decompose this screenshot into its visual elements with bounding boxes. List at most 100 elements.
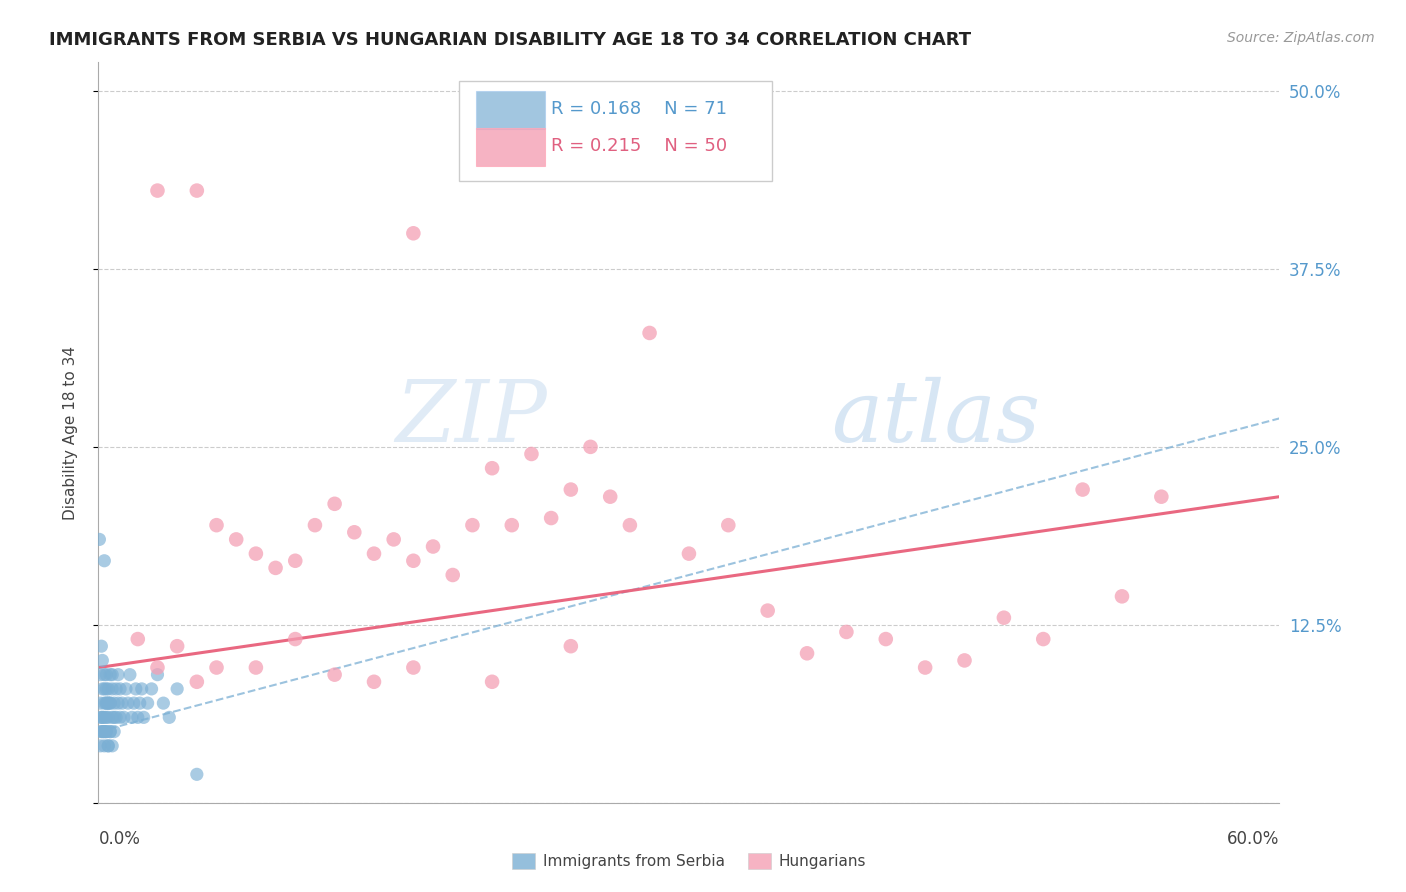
Point (98, 724, 121, 739)
Point (105, 710, 128, 724)
Point (136, 696, 159, 710)
Point (501, 518, 523, 533)
Point (121, 710, 143, 724)
Point (91, 653, 114, 667)
Point (579, 440, 602, 454)
Point (93, 710, 115, 724)
Point (90, 639, 112, 653)
Point (118, 667, 141, 681)
Point (993, 610, 1015, 624)
Point (146, 660, 169, 674)
Point (284, 554, 307, 568)
Point (422, 540, 444, 554)
Point (481, 461, 503, 475)
Point (402, 227, 425, 241)
Text: 60.0%: 60.0% (1227, 830, 1279, 847)
Point (560, 483, 582, 497)
Point (225, 533, 247, 547)
Point (323, 497, 346, 511)
Point (520, 447, 543, 461)
Text: IMMIGRANTS FROM SERBIA VS HUNGARIAN DISABILITY AGE 18 TO 34 CORRELATION CHART: IMMIGRANTS FROM SERBIA VS HUNGARIAN DISA… (49, 31, 972, 49)
Point (146, 667, 169, 681)
Point (96, 710, 118, 724)
Point (141, 681, 163, 696)
Point (93, 739, 115, 753)
Point (131, 681, 153, 696)
Point (166, 681, 188, 696)
Point (97, 681, 120, 696)
Point (101, 710, 124, 724)
Point (91, 710, 114, 724)
Point (264, 561, 287, 575)
Point (619, 518, 641, 533)
Point (481, 674, 503, 689)
Point (103, 724, 125, 739)
Point (835, 624, 858, 639)
Point (93, 696, 115, 710)
Point (122, 696, 145, 710)
Point (560, 639, 582, 653)
Point (97, 710, 120, 724)
Point (125, 681, 148, 696)
Point (97, 696, 120, 710)
Point (103, 710, 125, 724)
Point (363, 674, 385, 689)
Point (96, 724, 118, 739)
Point (96, 667, 118, 681)
Point (89, 667, 111, 681)
Point (146, 184, 169, 198)
Point (157, 710, 180, 724)
Point (96, 681, 118, 696)
Point (284, 632, 307, 646)
Point (98, 724, 121, 739)
Point (117, 696, 139, 710)
Point (245, 660, 267, 674)
Point (127, 632, 149, 646)
Point (115, 681, 138, 696)
Point (112, 710, 135, 724)
Point (93, 681, 115, 696)
Point (638, 326, 661, 340)
Point (132, 710, 155, 724)
Point (875, 632, 897, 646)
Point (953, 653, 976, 667)
Point (93, 667, 115, 681)
Point (98, 696, 121, 710)
Point (98, 667, 121, 681)
Point (205, 518, 228, 533)
Text: ZIP: ZIP (395, 376, 547, 459)
Point (96, 696, 118, 710)
Point (717, 518, 740, 533)
Point (96, 724, 118, 739)
Text: 0.0%: 0.0% (98, 830, 141, 847)
Point (107, 667, 129, 681)
Point (1150, 490, 1173, 504)
Point (1071, 483, 1094, 497)
Text: R = 0.215    N = 50: R = 0.215 N = 50 (551, 137, 727, 155)
Point (96, 696, 118, 710)
Y-axis label: Disability Age 18 to 34: Disability Age 18 to 34 (63, 345, 77, 520)
Point (107, 696, 129, 710)
Point (323, 667, 346, 681)
Point (914, 660, 936, 674)
Point (128, 696, 150, 710)
Point (343, 525, 366, 540)
Point (98, 696, 121, 710)
Text: atlas: atlas (831, 376, 1040, 459)
Point (93, 724, 115, 739)
Point (97, 696, 120, 710)
Point (599, 490, 621, 504)
Point (91, 681, 114, 696)
Point (678, 547, 700, 561)
Point (97, 739, 120, 753)
Point (89, 710, 111, 724)
Point (108, 681, 131, 696)
Point (97, 739, 120, 753)
Point (1032, 632, 1054, 646)
Point (304, 518, 326, 533)
Point (127, 710, 149, 724)
Point (796, 646, 818, 660)
Point (186, 674, 208, 689)
Point (108, 710, 131, 724)
FancyBboxPatch shape (458, 81, 772, 181)
